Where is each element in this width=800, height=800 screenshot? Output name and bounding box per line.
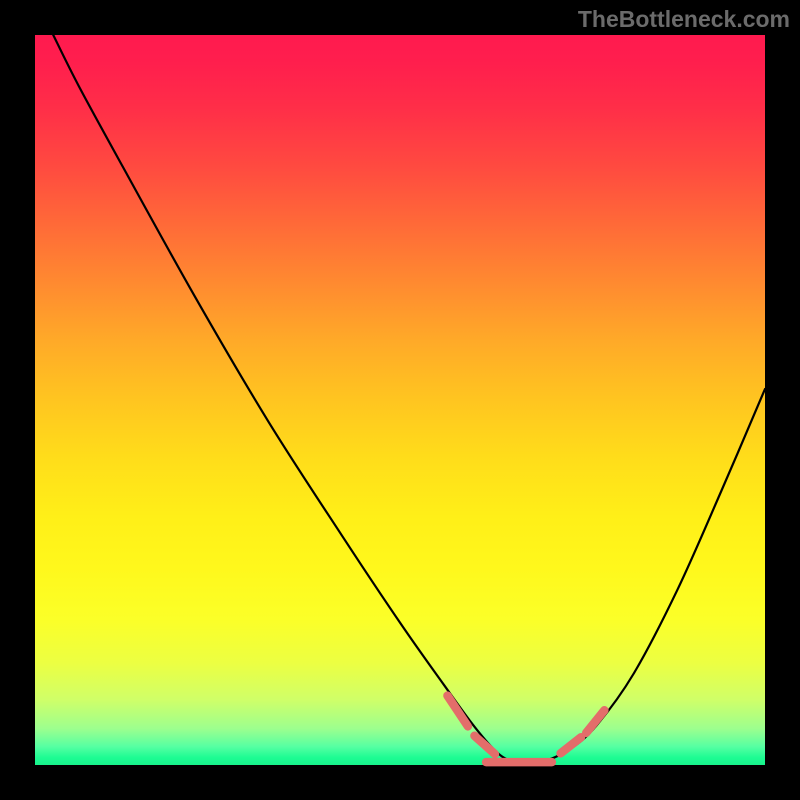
chart-container: TheBottleneck.com bbox=[0, 0, 800, 800]
watermark-text: TheBottleneck.com bbox=[578, 6, 790, 33]
gradient-plot-area bbox=[35, 35, 765, 765]
chart-svg bbox=[0, 0, 800, 800]
